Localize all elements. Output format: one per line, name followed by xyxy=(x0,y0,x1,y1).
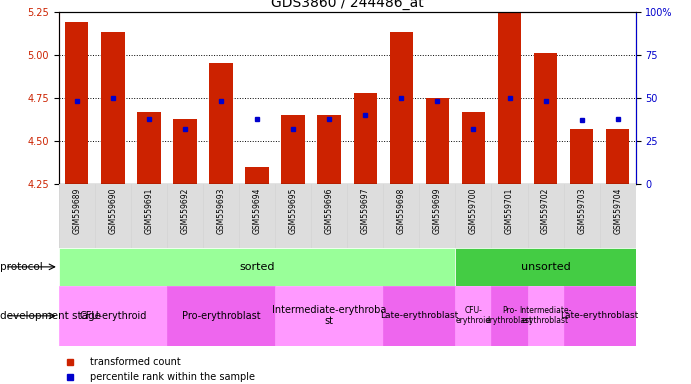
Text: development stage: development stage xyxy=(0,311,101,321)
Bar xyxy=(491,286,527,346)
Bar xyxy=(455,286,491,346)
Bar xyxy=(527,286,564,346)
Text: CFU-erythroid: CFU-erythroid xyxy=(79,311,146,321)
Text: GSM559704: GSM559704 xyxy=(613,187,622,234)
Text: Late-erythroblast: Late-erythroblast xyxy=(380,311,458,320)
Bar xyxy=(564,286,636,346)
Text: Pro-erythroblast: Pro-erythroblast xyxy=(182,311,261,321)
Text: GSM559696: GSM559696 xyxy=(325,187,334,234)
Bar xyxy=(209,63,233,184)
Text: GSM559699: GSM559699 xyxy=(433,187,442,234)
Text: Pro-
erythroblast: Pro- erythroblast xyxy=(486,306,533,325)
Bar xyxy=(138,112,160,184)
Bar xyxy=(606,129,630,184)
Bar xyxy=(101,32,124,184)
Bar xyxy=(354,93,377,184)
Text: GSM559698: GSM559698 xyxy=(397,187,406,234)
Text: GSM559701: GSM559701 xyxy=(505,187,514,234)
Bar xyxy=(390,32,413,184)
Text: transformed count: transformed count xyxy=(91,356,181,367)
Text: Intermediate-
erythroblast: Intermediate- erythroblast xyxy=(520,306,571,325)
Bar xyxy=(59,248,455,286)
Text: GSM559694: GSM559694 xyxy=(253,187,262,234)
Title: GDS3860 / 244486_at: GDS3860 / 244486_at xyxy=(271,0,424,10)
Bar xyxy=(281,115,305,184)
Text: CFU-
erythroid: CFU- erythroid xyxy=(456,306,491,325)
Bar xyxy=(317,115,341,184)
Bar xyxy=(384,286,455,346)
Bar xyxy=(462,112,485,184)
Bar xyxy=(455,248,636,286)
Text: GSM559692: GSM559692 xyxy=(180,187,189,234)
Text: protocol: protocol xyxy=(0,262,43,272)
Text: GSM559691: GSM559691 xyxy=(144,187,153,234)
Text: GSM559703: GSM559703 xyxy=(577,187,586,234)
Text: GSM559700: GSM559700 xyxy=(469,187,478,234)
Text: sorted: sorted xyxy=(239,262,275,272)
Bar xyxy=(65,22,88,184)
Bar xyxy=(426,98,449,184)
Text: Intermediate-erythroba
st: Intermediate-erythroba st xyxy=(272,305,386,326)
Text: GSM559702: GSM559702 xyxy=(541,187,550,234)
Text: GSM559689: GSM559689 xyxy=(73,187,82,234)
Bar xyxy=(59,286,167,346)
Bar xyxy=(275,286,384,346)
Bar xyxy=(245,167,269,184)
Text: Late-erythroblast: Late-erythroblast xyxy=(560,311,638,320)
Text: unsorted: unsorted xyxy=(521,262,571,272)
Bar xyxy=(173,119,197,184)
Text: percentile rank within the sample: percentile rank within the sample xyxy=(91,372,256,382)
Text: GSM559695: GSM559695 xyxy=(289,187,298,234)
Bar xyxy=(570,129,594,184)
Bar xyxy=(167,286,275,346)
Text: GSM559697: GSM559697 xyxy=(361,187,370,234)
Text: GSM559690: GSM559690 xyxy=(108,187,117,234)
Bar xyxy=(534,53,557,184)
Text: GSM559693: GSM559693 xyxy=(216,187,225,234)
Bar xyxy=(498,12,521,184)
